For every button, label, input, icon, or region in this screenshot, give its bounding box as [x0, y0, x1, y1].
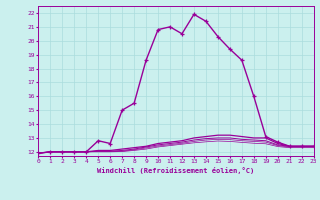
X-axis label: Windchill (Refroidissement éolien,°C): Windchill (Refroidissement éolien,°C) — [97, 167, 255, 174]
